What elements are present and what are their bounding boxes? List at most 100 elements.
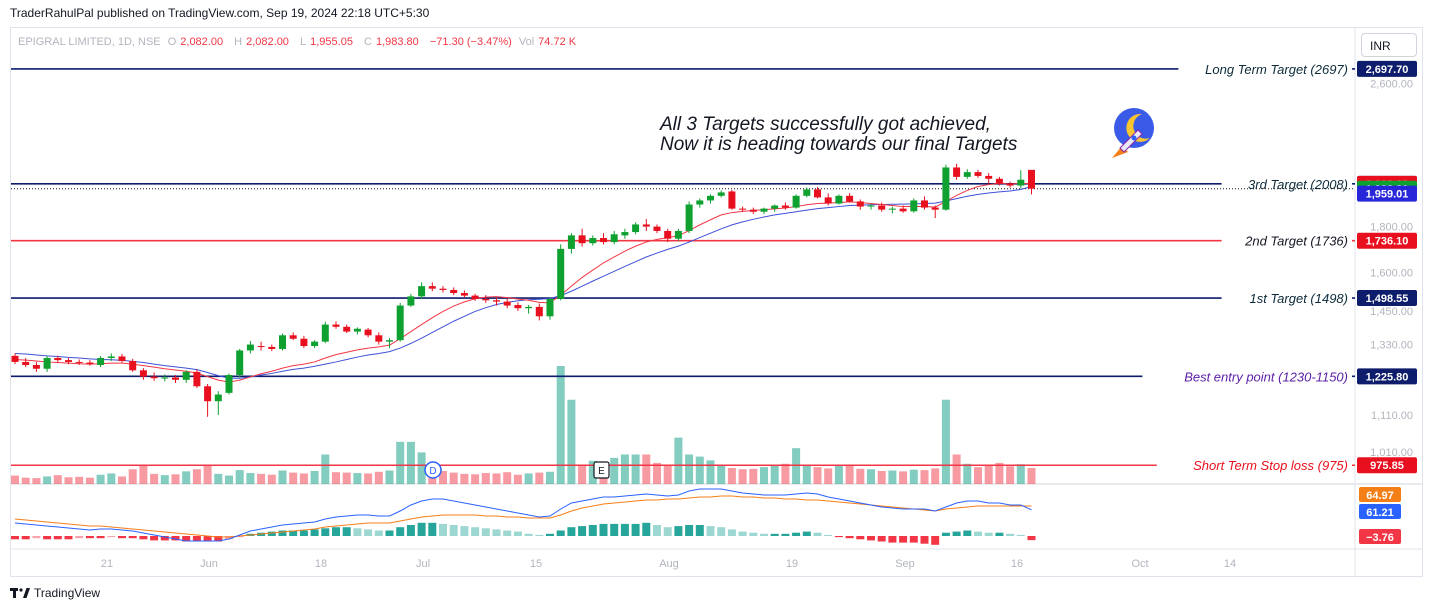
candle xyxy=(236,348,244,378)
candle-body xyxy=(600,238,607,243)
volume-bar xyxy=(267,474,276,484)
candle-body xyxy=(75,361,83,363)
volume-bar xyxy=(64,477,73,484)
level-price-badge xyxy=(1357,368,1417,385)
candle xyxy=(610,230,618,245)
oscillator-histogram-bar xyxy=(674,526,683,536)
volume-bar xyxy=(995,462,1004,484)
candle-body xyxy=(97,357,105,366)
level-price-badge xyxy=(1357,60,1417,77)
candle xyxy=(1028,169,1035,195)
candle-body xyxy=(803,189,811,196)
volume-bar xyxy=(963,463,972,484)
candle-body xyxy=(974,172,982,176)
candle-body xyxy=(396,305,404,341)
oscillator-histogram-bar xyxy=(310,529,319,536)
candle xyxy=(97,355,105,368)
candle xyxy=(1017,170,1025,189)
oscillator-histogram-bar xyxy=(299,530,308,536)
candle xyxy=(621,228,629,239)
volume-value: Vol 74.72 K xyxy=(518,36,577,48)
candle xyxy=(664,228,672,243)
tradingview-logo-icon xyxy=(10,588,30,598)
candle xyxy=(396,302,404,342)
candle-body xyxy=(653,226,661,231)
volume-bar xyxy=(203,464,212,484)
oscillator-histogram-bar xyxy=(353,528,362,536)
candle-body xyxy=(54,357,62,361)
oscillator-histogram-bar xyxy=(631,523,640,536)
price-tick-label: 1,600.00 xyxy=(1370,268,1413,280)
candle xyxy=(86,360,94,366)
volume-bar xyxy=(118,476,126,484)
symbol-label[interactable]: EPIGRAL LIMITED, 1D, NSE xyxy=(18,36,161,48)
candle-body xyxy=(567,235,575,249)
candle xyxy=(963,169,971,179)
volume-bar xyxy=(653,462,661,484)
candle-body xyxy=(193,371,201,387)
candle-body xyxy=(65,360,72,362)
candle xyxy=(642,219,650,231)
candle xyxy=(503,298,511,309)
candle xyxy=(707,194,714,204)
volume-bar xyxy=(813,467,822,484)
oscillator-histogram-bar xyxy=(53,536,62,540)
time-tick-label: 21 xyxy=(101,558,113,570)
oscillator-histogram-bar xyxy=(642,522,651,536)
volume-bar xyxy=(760,467,768,484)
candle-body xyxy=(728,191,736,209)
volume-bar xyxy=(556,366,565,484)
candle xyxy=(589,235,597,246)
candle xyxy=(546,297,554,320)
rocket-planet xyxy=(1114,108,1154,148)
volume-bar xyxy=(299,473,308,484)
oscillator-histogram-bar xyxy=(792,532,801,536)
oscillator-badge xyxy=(1359,487,1401,502)
volume-bar xyxy=(802,465,811,484)
oscillator-histogram-bar xyxy=(128,536,137,539)
volume-bar xyxy=(214,473,223,484)
level-label-bg xyxy=(1221,231,1352,249)
price-tick-label: 1,800.00 xyxy=(1370,222,1413,234)
oscillator-histogram-bar xyxy=(214,536,223,542)
oscillator-histogram-bar xyxy=(439,523,447,536)
candle xyxy=(332,321,340,329)
candle xyxy=(557,244,565,301)
candle xyxy=(118,354,126,363)
oscillator-histogram-bar xyxy=(663,527,672,536)
candle-body xyxy=(182,371,190,380)
candle xyxy=(899,205,907,213)
oscillator-histogram-bar xyxy=(85,536,94,539)
candle-body xyxy=(696,200,704,205)
volume-bar xyxy=(160,475,169,484)
annotation-line-1: All 3 Targets successfully got achieved, xyxy=(659,114,991,135)
candle xyxy=(407,293,415,307)
candle xyxy=(781,202,789,210)
volume-bar xyxy=(374,471,383,484)
rocket-moon-icon xyxy=(1112,108,1154,158)
volume-bar xyxy=(792,448,801,484)
candle-body xyxy=(214,394,222,402)
oscillator-histogram-bar xyxy=(225,536,233,540)
candle-body xyxy=(846,195,854,202)
volume-bar xyxy=(96,474,105,484)
oscillator-histogram-bar xyxy=(888,536,897,543)
volume-bar xyxy=(546,471,554,484)
candle xyxy=(739,206,747,212)
candle xyxy=(824,193,832,206)
volume-bar xyxy=(385,470,394,484)
oscillator-histogram-bar xyxy=(963,530,972,536)
oscillator-histogram-bar xyxy=(610,523,619,536)
candle-body xyxy=(343,326,351,332)
oscillator-histogram-bar xyxy=(139,536,148,540)
candle-body xyxy=(418,286,426,297)
oscillator-badge-text: 64.97 xyxy=(1366,490,1394,502)
oscillator-histogram-bar xyxy=(727,529,736,536)
candle xyxy=(353,327,361,335)
currency-button[interactable]: INR xyxy=(1361,33,1417,57)
candle-body xyxy=(717,192,725,196)
candle-body xyxy=(632,224,640,233)
oscillator-histogram-bar xyxy=(235,536,244,538)
candle-body xyxy=(386,340,393,342)
